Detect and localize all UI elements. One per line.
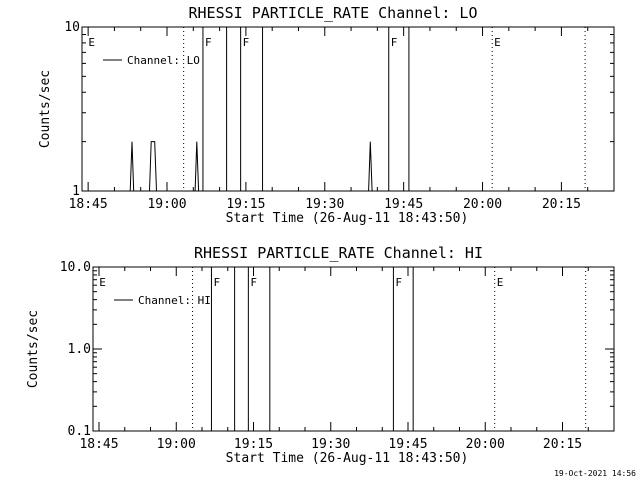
- hi-channel-panel: RHESSI PARTICLE_RATE Channel: HI Counts/s…: [26, 244, 615, 466]
- hi-event-label: E: [99, 276, 106, 289]
- lo-channel-panel: RHESSI PARTICLE_RATE Channel: LO Counts/s…: [38, 4, 615, 226]
- lo-x-tick-label: 20:00: [463, 197, 502, 212]
- lo-event-label: E: [88, 36, 95, 49]
- hi-y-tick-label: 0.1: [68, 424, 91, 439]
- lo-x-tick-label: 20:15: [542, 197, 581, 212]
- hi-x-axis-label: Start Time (26-Aug-11 18:43:50): [226, 451, 469, 466]
- hi-x-tick-label: 19:00: [157, 437, 196, 452]
- lo-series-line: [129, 141, 373, 192]
- hi-event-label: F: [250, 276, 257, 289]
- lo-y-tick-label: 1: [72, 184, 80, 199]
- lo-x-tick-label: 18:45: [69, 197, 108, 212]
- lo-x-tick-label: 19:00: [147, 197, 186, 212]
- lo-event-label: F: [205, 36, 212, 49]
- hi-chart-title: RHESSI PARTICLE_RATE Channel: HI: [194, 244, 483, 262]
- hi-x-tick-label: 20:00: [466, 437, 505, 452]
- hi-y-tick-label: 1.0: [68, 342, 91, 357]
- lo-x-axis-label: Start Time (26-Aug-11 18:43:50): [226, 211, 469, 226]
- hi-event-label: F: [395, 276, 402, 289]
- lo-event-label: F: [391, 36, 398, 49]
- lo-legend-entry: Channel: LO: [127, 54, 200, 67]
- hi-x-tick-label: 19:15: [234, 437, 273, 452]
- hi-event-label: E: [497, 276, 504, 289]
- lo-plot-frame: [81, 26, 615, 192]
- hi-legend-entry: Channel: HI: [138, 294, 211, 307]
- hi-x-tick-label: 19:45: [388, 437, 427, 452]
- hi-y-axis-label: Counts/sec: [26, 310, 41, 388]
- lo-x-tick-label: 19:30: [305, 197, 344, 212]
- hi-plot-frame: [92, 266, 615, 432]
- lo-event-label: F: [243, 36, 250, 49]
- lo-chart-title: RHESSI PARTICLE_RATE Channel: LO: [189, 4, 478, 22]
- hi-event-label: F: [213, 276, 220, 289]
- hi-x-tick-label: 19:30: [311, 437, 350, 452]
- hi-y-tick-label: 10.0: [60, 260, 91, 275]
- lo-x-tick-label: 19:15: [226, 197, 265, 212]
- lo-y-tick-label: 10: [64, 20, 80, 35]
- lo-x-tick-label: 19:45: [384, 197, 423, 212]
- generation-timestamp: 19-Oct-2021 14:56: [554, 469, 636, 478]
- lo-event-label: E: [494, 36, 501, 49]
- hi-x-tick-label: 18:45: [79, 437, 118, 452]
- hi-x-tick-label: 20:15: [543, 437, 582, 452]
- lo-y-axis-label: Counts/sec: [38, 70, 53, 148]
